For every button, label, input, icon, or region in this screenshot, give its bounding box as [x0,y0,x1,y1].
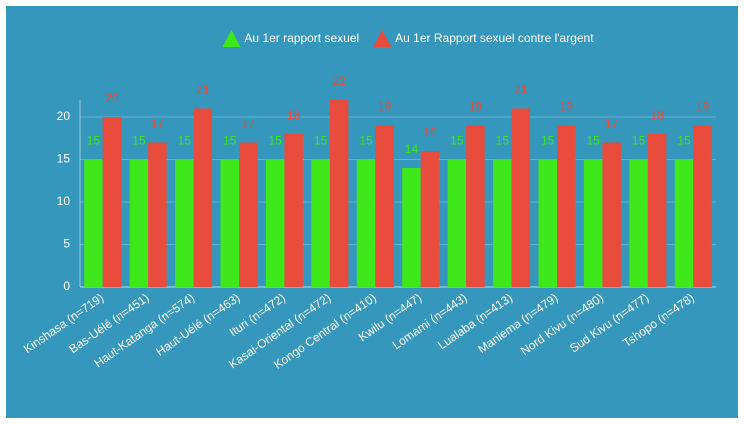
bar [148,142,167,287]
bar [647,134,667,287]
bar [311,159,330,287]
bar [375,125,394,287]
bar [629,159,648,287]
data-label: 15 [632,134,646,148]
data-label: 19 [378,100,392,114]
bar [402,168,421,287]
data-label: 20 [105,91,119,105]
bar [557,125,576,287]
bar [693,125,712,287]
data-label: 18 [650,108,664,122]
bar [239,142,258,287]
data-label: 21 [514,83,528,97]
bar [220,159,239,287]
data-label: 15 [496,134,510,148]
bar [356,159,376,287]
data-label: 15 [450,134,464,148]
bar [129,159,149,287]
y-tick-label: 5 [63,237,70,251]
bar [420,151,440,287]
y-tick-label: 10 [57,194,71,208]
bar [447,159,467,287]
bar [102,117,122,287]
data-label: 15 [586,134,600,148]
data-label: 19 [469,100,483,114]
data-label: 17 [242,117,256,131]
data-label: 15 [132,134,146,148]
bar [493,159,512,287]
legend: Au 1er rapport sexuel Au 1er Rapport sexu… [222,30,594,47]
bar [511,108,531,287]
data-label: 17 [605,117,619,131]
y-tick-label: 0 [63,279,70,293]
bar [265,159,285,287]
data-label: 15 [677,134,691,148]
bar [284,134,303,287]
bar [329,100,349,287]
data-label: 15 [223,134,237,148]
bar [84,159,103,287]
bar [193,108,213,287]
data-label: 15 [178,134,192,148]
bar [466,125,485,287]
data-label: 14 [405,142,419,156]
bar [175,159,194,287]
y-tick-label: 20 [57,109,71,123]
legend-marker [222,30,241,47]
data-label: 19 [560,100,574,114]
legend-label[interactable]: Au 1er Rapport sexuel contre l'argent [395,31,594,45]
legend-label[interactable]: Au 1er rapport sexuel [244,31,359,45]
data-label: 17 [151,117,165,131]
data-label: 16 [423,125,437,139]
bar [583,159,603,287]
data-label: 15 [359,134,373,148]
bar [674,159,694,287]
data-label: 22 [332,74,346,88]
data-label: 19 [696,100,710,114]
bar [538,159,557,287]
data-label: 18 [287,108,301,122]
legend-marker [373,30,392,47]
data-label: 21 [196,83,210,97]
bar [602,142,621,287]
data-label: 15 [314,134,328,148]
data-label: 15 [87,134,101,148]
data-label: 15 [268,134,282,148]
data-label: 15 [541,134,555,148]
y-tick-label: 15 [57,152,71,166]
